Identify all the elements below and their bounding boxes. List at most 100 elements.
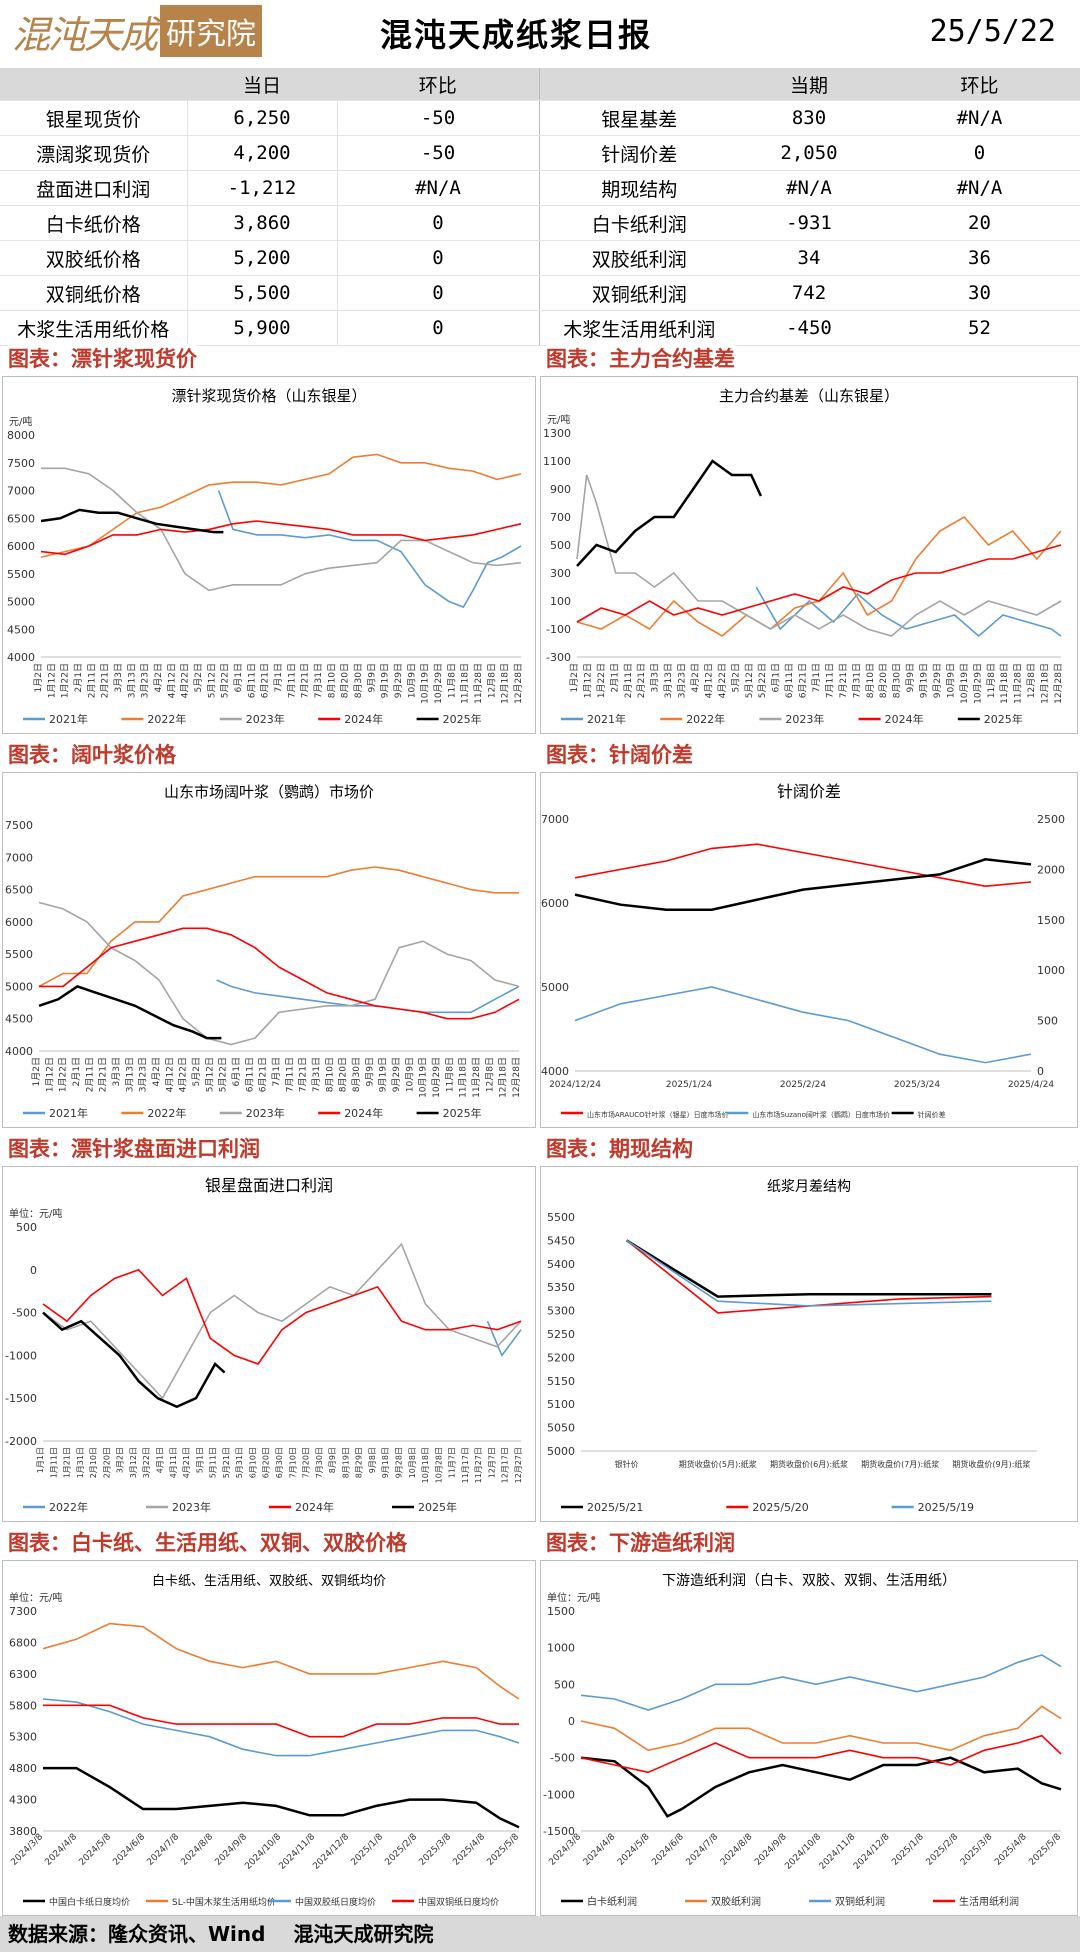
x-tick-label: 10月8日 bbox=[408, 1447, 417, 1478]
x-tick-label: 6月21日 bbox=[260, 663, 271, 698]
chart-title: 白卡纸、生活用纸、双胶纸、双铜纸均价 bbox=[152, 1573, 386, 1589]
series-line bbox=[580, 1654, 1062, 1711]
footer-source: 数据来源：隆众资讯、Wind bbox=[8, 1922, 266, 1946]
summary-header-row: 当日 环比 当期 环比 bbox=[0, 68, 1080, 101]
x-tick-label: 期货收盘价(9月):纸浆 bbox=[952, 1459, 1030, 1469]
x-tick-label: 1月12日 bbox=[582, 663, 593, 698]
x-tick-label: 1月2日 bbox=[569, 663, 580, 692]
legend-label: 2025年 bbox=[443, 1106, 482, 1120]
y-tick-label: 4000 bbox=[5, 1045, 33, 1058]
summary-label: 白卡纸价格 bbox=[0, 205, 188, 241]
chart-svg: 针阔价差 4000 5000 6000 7000 0 500 1000 1500 2000 2500… bbox=[541, 782, 1065, 1119]
y-tick-label: 5000 bbox=[5, 980, 33, 993]
summary-header-cell: 环比 bbox=[337, 68, 540, 101]
x-tick-label: 9月19日 bbox=[380, 663, 391, 698]
summary-row: 漂阔浆现货价 4,200 -50 针阔价差 2,050 0 bbox=[0, 135, 1080, 171]
summary-value: 0 bbox=[337, 205, 540, 241]
legend-label: 双铜纸利润 bbox=[835, 1895, 885, 1908]
x-tick-label: 6月11日 bbox=[244, 1057, 255, 1092]
legend-label: 山东市场ARAUCO针叶浆（银星）日度市场价 bbox=[587, 1110, 729, 1119]
series-line bbox=[41, 467, 522, 592]
legend-label: 中国双铜纸日度均价 bbox=[418, 1896, 499, 1908]
summary-label: 双胶纸利润 bbox=[539, 240, 739, 276]
x-tick-label: 9月9日 bbox=[364, 1057, 375, 1086]
summary-label: 漂阔浆现货价 bbox=[0, 135, 188, 171]
series-line bbox=[40, 453, 522, 558]
x-tick-label: 9月19日 bbox=[378, 1057, 389, 1092]
x-tick-label: 2025/4/24 bbox=[1008, 1080, 1054, 1090]
x-tick-label: 5月2日 bbox=[193, 663, 204, 692]
series-line bbox=[216, 979, 520, 1014]
logo-text: 混沌天成 bbox=[12, 12, 158, 57]
summary-value: #N/A bbox=[879, 100, 1080, 136]
summary-row: 银星现货价 6,250 -50 银星基差 830 #N/A bbox=[0, 100, 1080, 136]
y-tick-label: 5300 bbox=[547, 1305, 575, 1318]
y-tick-label: 5450 bbox=[547, 1234, 575, 1247]
x-tick-label: 2025/1/8 bbox=[349, 1832, 385, 1868]
y-tick-label: 6500 bbox=[7, 512, 35, 525]
summary-value: 0 bbox=[337, 240, 540, 276]
legend-label: 2023年 bbox=[246, 1106, 285, 1120]
x-tick-label: 2月11日 bbox=[84, 1057, 95, 1092]
x-tick-label: 7月1日 bbox=[811, 663, 822, 692]
x-tick-label: 11月18日 bbox=[458, 1057, 469, 1098]
legend-label: 2025年 bbox=[984, 712, 1023, 726]
series-line bbox=[626, 1239, 992, 1307]
x-tick-label: 8月20日 bbox=[878, 663, 889, 698]
summary-row: 双胶纸价格 5,200 0 双胶纸利润 34 36 bbox=[0, 240, 1080, 276]
y-tick-label: -2000 bbox=[5, 1435, 37, 1448]
x-tick-label: 5月21日 bbox=[222, 1447, 231, 1478]
x-tick-label: 9月29日 bbox=[393, 663, 404, 698]
x-tick-label: 7月31日 bbox=[311, 1057, 322, 1092]
summary-value: 30 bbox=[879, 275, 1080, 311]
y2-tick-label: 2000 bbox=[1037, 863, 1065, 876]
section-title-hardwood: 图表：阔叶浆价格 bbox=[8, 740, 176, 770]
x-tick-label: 3月2日 bbox=[116, 1447, 125, 1473]
summary-row: 白卡纸价格 3,860 0 白卡纸利润 -931 20 bbox=[0, 205, 1080, 241]
x-tick-label: 12月28日 bbox=[1053, 663, 1064, 704]
x-tick-label: 3月23日 bbox=[138, 1057, 149, 1092]
x-tick-label: 2024/9/8 bbox=[213, 1832, 249, 1868]
summary-value: 742 bbox=[739, 275, 879, 311]
section-title-import-profit: 图表：漂针浆盘面进口利润 bbox=[8, 1134, 260, 1164]
x-tick-label: 4月12日 bbox=[166, 663, 177, 698]
summary-value: 5,900 bbox=[187, 310, 338, 346]
legend-label: 2022年 bbox=[686, 712, 725, 726]
chart-svg: 漂针浆现货价格（山东银星） 元/吨 4000 4500 5000 5500 6000 6500… bbox=[7, 387, 524, 726]
y-tick-label: -300 bbox=[546, 651, 571, 664]
logo-badge: 研究院 bbox=[160, 5, 263, 57]
series-line bbox=[217, 490, 522, 609]
summary-value: 36 bbox=[879, 240, 1080, 276]
x-tick-label: 12月28日 bbox=[513, 663, 524, 704]
x-tick-label: 2月21日 bbox=[100, 663, 111, 698]
x-tick-label: 2024/10/8 bbox=[783, 1832, 823, 1872]
x-tick-label: 4月22日 bbox=[178, 1057, 189, 1092]
x-tick-label: 5月31日 bbox=[235, 1447, 244, 1478]
x-tick-label: 5月12日 bbox=[744, 663, 755, 698]
series-line bbox=[42, 1268, 522, 1365]
y-tick-label: 5800 bbox=[9, 1699, 37, 1712]
y-tick-label: 7500 bbox=[7, 457, 35, 470]
x-tick-label: 2月11日 bbox=[86, 663, 97, 698]
chart-title: 主力合约基差（山东银星） bbox=[719, 387, 899, 405]
section-title-nbsk-spot: 图表：漂针浆现货价 bbox=[8, 344, 197, 374]
y-tick-label: 5350 bbox=[547, 1281, 575, 1294]
legend-label: 2025年 bbox=[418, 1500, 457, 1514]
x-tick-label: 2024/12/8 bbox=[311, 1832, 351, 1872]
legend-label: 2024年 bbox=[295, 1500, 334, 1514]
y-tick-label: -1500 bbox=[5, 1392, 37, 1405]
x-tick-label: 2024/5/8 bbox=[616, 1832, 652, 1868]
x-tick-label: 11月28日 bbox=[473, 663, 484, 704]
x-tick-label: 7月20日 bbox=[302, 1447, 311, 1478]
x-tick-label: 7月11日 bbox=[286, 663, 297, 698]
y-tick-label: 500 bbox=[554, 1678, 575, 1691]
x-tick-label: 1月31日 bbox=[76, 1447, 85, 1478]
chart-svg: 下游造纸利润（白卡、双胶、双铜、生活用纸） 单位：元/吨 -1500 -1000 -50… bbox=[543, 1572, 1063, 1908]
chart-nbsk-spot-price: 漂针浆现货价格（山东银星） 元/吨 4000 4500 5000 5500 6000 6500… bbox=[2, 376, 536, 734]
x-tick-label: 2024/12/8 bbox=[852, 1832, 892, 1872]
x-tick-label: 5月11日 bbox=[209, 1447, 218, 1478]
x-tick-label: 5月12日 bbox=[206, 663, 217, 698]
series-line bbox=[580, 1705, 1062, 1752]
legend-label: 2022年 bbox=[147, 1106, 186, 1120]
